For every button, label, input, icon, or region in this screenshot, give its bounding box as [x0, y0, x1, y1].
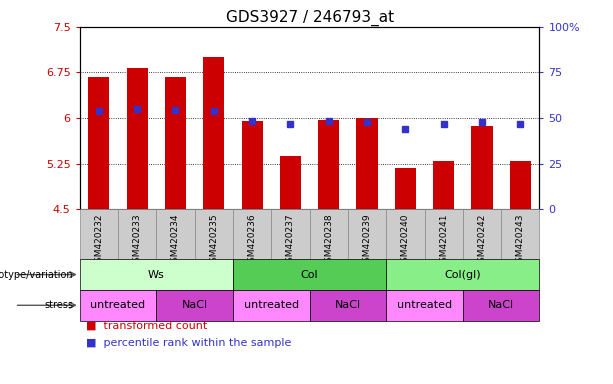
- Text: GSM420233: GSM420233: [132, 213, 142, 268]
- Bar: [395, 168, 416, 209]
- Text: untreated: untreated: [397, 300, 452, 310]
- Text: GSM420240: GSM420240: [401, 213, 410, 268]
- Bar: [165, 77, 186, 209]
- Bar: [80, 209, 118, 259]
- Bar: [510, 161, 531, 209]
- Bar: [156, 209, 195, 259]
- Text: untreated: untreated: [91, 300, 145, 310]
- Bar: [386, 290, 463, 321]
- Bar: [271, 209, 310, 259]
- Bar: [233, 209, 271, 259]
- Bar: [463, 290, 539, 321]
- Bar: [433, 161, 454, 209]
- Text: GSM420235: GSM420235: [209, 213, 218, 268]
- Text: stress: stress: [45, 300, 74, 310]
- Bar: [318, 120, 339, 209]
- Text: NaCl: NaCl: [335, 300, 361, 310]
- Bar: [424, 209, 463, 259]
- Text: GSM420238: GSM420238: [324, 213, 333, 268]
- Text: ■  percentile rank within the sample: ■ percentile rank within the sample: [86, 338, 291, 348]
- Bar: [233, 290, 310, 321]
- Text: genotype/variation: genotype/variation: [0, 270, 74, 280]
- Text: GSM420241: GSM420241: [439, 213, 448, 268]
- Bar: [501, 209, 539, 259]
- Bar: [463, 209, 501, 259]
- Bar: [386, 259, 539, 290]
- Bar: [118, 209, 156, 259]
- Text: GSM420236: GSM420236: [248, 213, 257, 268]
- Text: GSM420237: GSM420237: [286, 213, 295, 268]
- Bar: [471, 126, 492, 209]
- Bar: [348, 209, 386, 259]
- Bar: [156, 290, 233, 321]
- Bar: [88, 77, 109, 209]
- Text: GSM420234: GSM420234: [171, 213, 180, 268]
- Title: GDS3927 / 246793_at: GDS3927 / 246793_at: [226, 9, 394, 25]
- Text: Ws: Ws: [148, 270, 165, 280]
- Text: GSM420243: GSM420243: [516, 213, 525, 268]
- Bar: [127, 68, 148, 209]
- Bar: [310, 209, 348, 259]
- Text: GSM420239: GSM420239: [362, 213, 371, 268]
- Text: NaCl: NaCl: [488, 300, 514, 310]
- Bar: [280, 156, 301, 209]
- Text: GSM420232: GSM420232: [94, 213, 104, 268]
- Bar: [310, 290, 386, 321]
- Bar: [386, 209, 424, 259]
- Text: Col(gl): Col(gl): [444, 270, 481, 280]
- Bar: [195, 209, 233, 259]
- Text: Col: Col: [301, 270, 318, 280]
- Bar: [233, 259, 386, 290]
- Text: NaCl: NaCl: [181, 300, 208, 310]
- Bar: [80, 290, 156, 321]
- Text: untreated: untreated: [244, 300, 299, 310]
- Bar: [80, 259, 233, 290]
- Bar: [357, 118, 378, 209]
- Bar: [204, 57, 224, 209]
- Text: GSM420242: GSM420242: [478, 213, 487, 268]
- Bar: [242, 121, 262, 209]
- Text: ■  transformed count: ■ transformed count: [86, 320, 207, 330]
